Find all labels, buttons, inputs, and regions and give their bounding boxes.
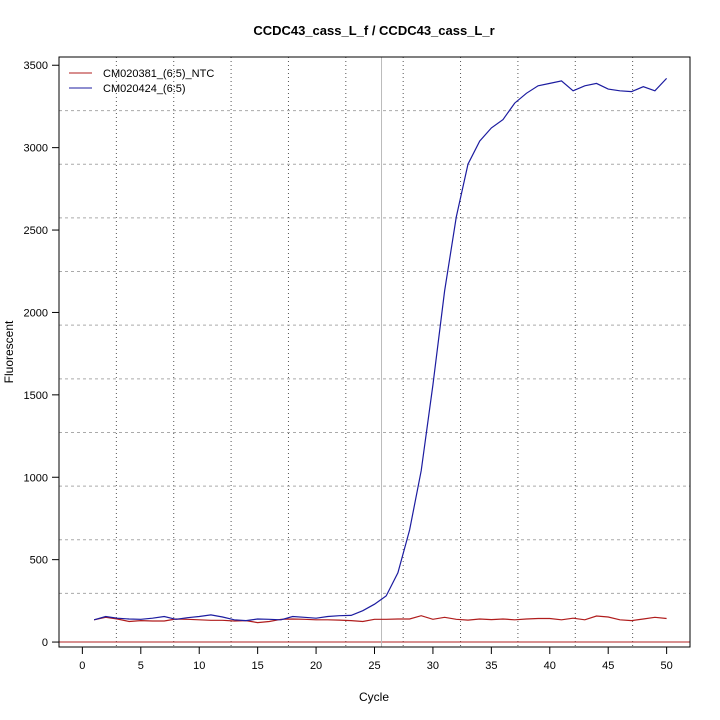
y-tick-label: 1500 (24, 390, 48, 402)
y-tick-label: 2000 (24, 307, 48, 319)
y-tick-label: 3500 (24, 60, 48, 72)
y-axis: 0 500 1000 1500 2000 2500 3000 3500 (24, 60, 59, 649)
x-tick-label: 45 (602, 660, 614, 672)
reference-lines (59, 57, 690, 647)
legend: CM020381_(6:5)_NTC CM020424_(6:5) (69, 68, 214, 95)
y-tick-label: 2500 (24, 225, 48, 237)
chart-title: CCDC43_cass_L_f / CCDC43_cass_L_r (253, 23, 494, 38)
y-tick-label: 3000 (24, 143, 48, 155)
y-tick-label: 1000 (24, 472, 48, 484)
x-tick-label: 20 (310, 660, 322, 672)
series-line-2 (93, 77, 668, 622)
x-tick-label: 15 (252, 660, 264, 672)
x-tick-label: 35 (485, 660, 497, 672)
x-tick-label: 30 (427, 660, 439, 672)
x-tick-label: 50 (661, 660, 673, 672)
grid (59, 57, 690, 647)
x-tick-label: 25 (368, 660, 380, 672)
x-tick-label: 5 (138, 660, 144, 672)
x-tick-label: 0 (79, 660, 85, 672)
series-group (93, 77, 668, 624)
y-tick-label: 500 (30, 555, 48, 567)
x-axis: 0 5 10 15 20 25 30 35 40 45 50 (79, 646, 673, 672)
legend-label: CM020381_(6:5)_NTC (103, 68, 214, 80)
y-axis-label: Fluorescent (2, 320, 16, 383)
series-line-1 (93, 615, 667, 624)
x-axis-label: Cycle (359, 690, 389, 704)
x-tick-label: 10 (193, 660, 205, 672)
x-tick-label: 40 (544, 660, 556, 672)
legend-label: CM020424_(6:5) (103, 83, 186, 95)
y-tick-label: 0 (42, 637, 48, 649)
plot-frame (58, 56, 691, 648)
